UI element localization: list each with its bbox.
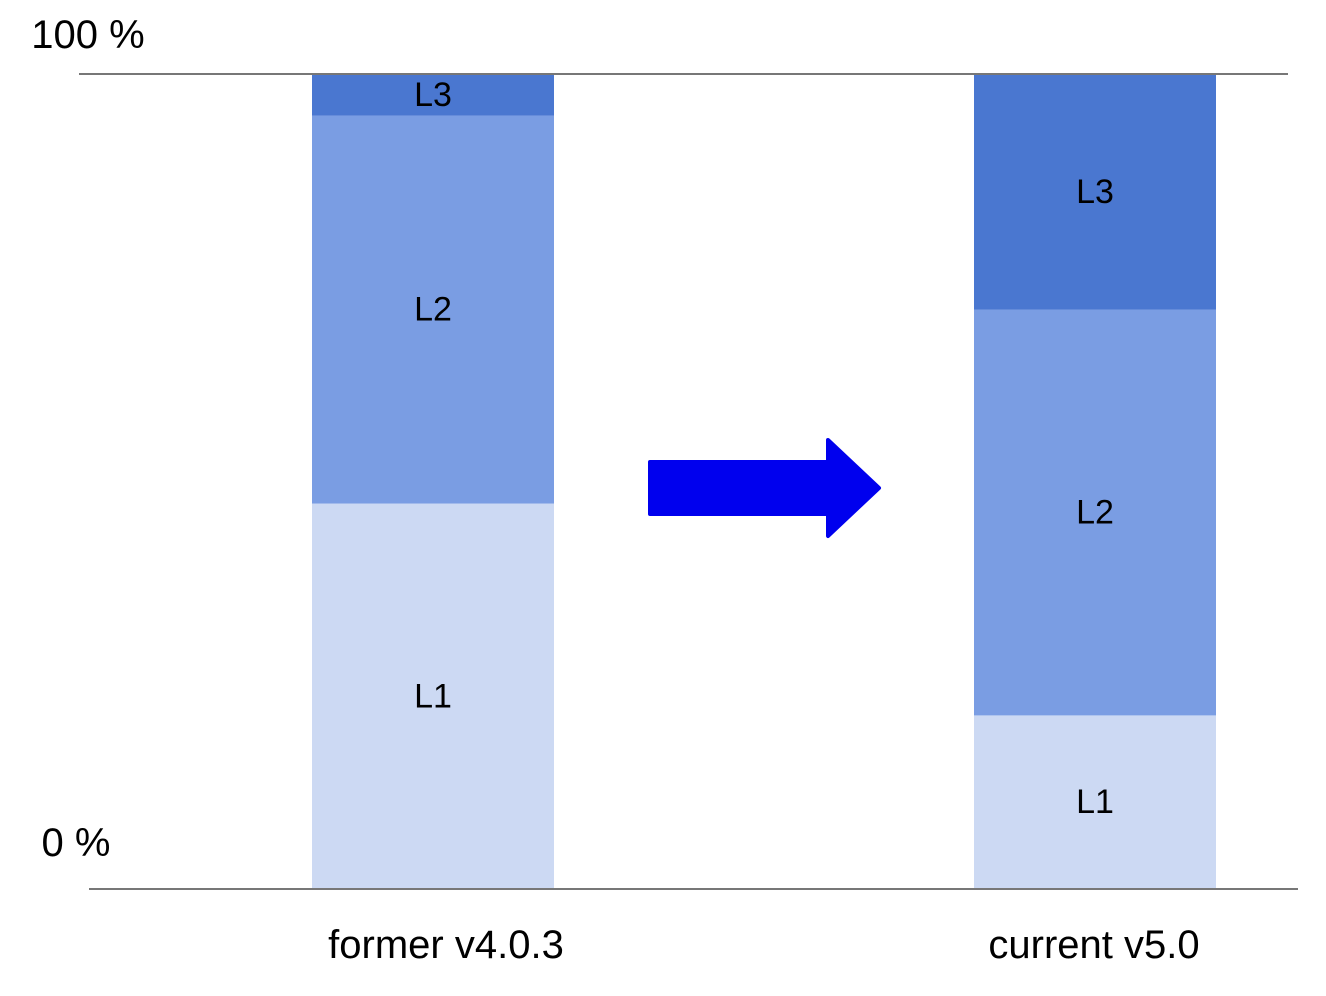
segment-label-l1-0: L1 [414, 677, 452, 715]
bar-segment-l2-1 [974, 309, 1216, 716]
y-tick-label-100: 100 % [31, 13, 144, 57]
segment-label-l1-1: L1 [1076, 783, 1114, 821]
bar-segment-l3-0 [312, 74, 554, 116]
category-label-0: former v4.0.3 [328, 923, 564, 967]
gridlines-layer [79, 73, 1298, 890]
segment-label-l3-1: L3 [1076, 173, 1114, 211]
bar-segment-l1-1 [974, 715, 1216, 889]
bars-layer: L1 L2 L3 L1 L2 L3 [312, 74, 1216, 889]
y-tick-labels: 100 % 0 % [31, 13, 144, 865]
segment-label-l3-0: L3 [414, 76, 452, 114]
right-arrow-icon [648, 438, 881, 538]
category-label-1: current v5.0 [988, 923, 1199, 967]
segment-label-l2-1: L2 [1076, 493, 1114, 531]
bar-segment-l3-1 [974, 74, 1216, 310]
y-tick-label-0: 0 % [42, 821, 111, 865]
bar-segment-l1-0 [312, 503, 554, 889]
bar-segment-l2-0 [312, 115, 554, 504]
segment-label-l2-0: L2 [414, 291, 452, 329]
category-labels: former v4.0.3 current v5.0 [328, 923, 1199, 967]
